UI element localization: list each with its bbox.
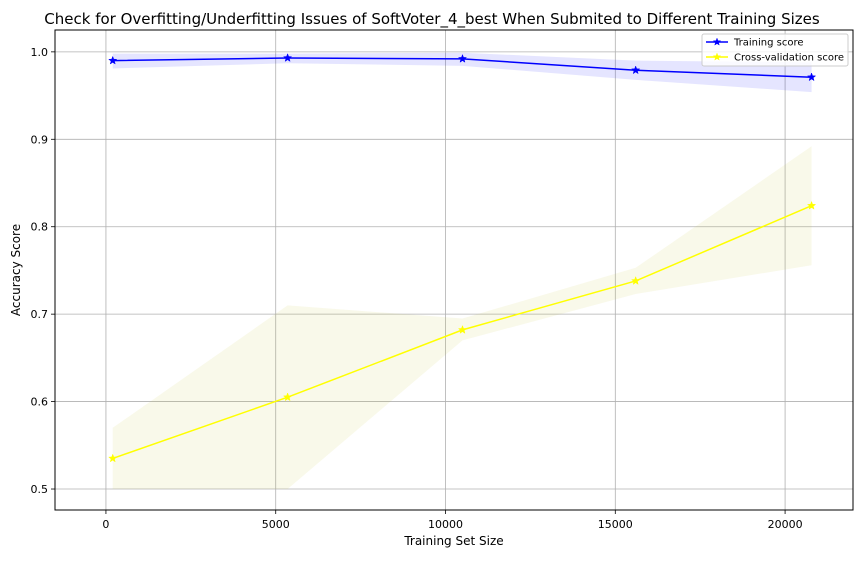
x-axis-ticks: 0 5000 10000 15000 20000 — [102, 510, 803, 531]
series-0-point — [631, 65, 641, 75]
series-0-point — [282, 53, 293, 62]
chart-title: Check for Overfitting/Underfitting Issue… — [44, 10, 820, 29]
legend-swatch-marker — [712, 52, 722, 61]
series-0-point — [108, 55, 118, 65]
series-1-point — [806, 200, 817, 210]
y-axis-label: Accuracy Score — [9, 224, 23, 316]
y-axis-ticks: 0.5 0.6 0.7 0.8 0.9 1.0 — [31, 46, 55, 496]
x-tick-label: 0 — [102, 518, 109, 531]
x-axis-label: Training Set Size — [403, 534, 503, 548]
legend-entry-label: Training score — [733, 38, 804, 49]
series-1-point — [631, 276, 641, 285]
y-tick-label: 1.0 — [31, 46, 49, 59]
y-tick-label: 0.7 — [31, 308, 49, 321]
series-0-band — [112, 52, 812, 93]
legend-swatch-marker — [712, 37, 722, 46]
legend-entry-label: Cross-validation score — [734, 53, 844, 64]
x-tick-label: 20000 — [768, 518, 803, 531]
x-tick-label: 10000 — [428, 518, 463, 531]
plot-frame — [54, 29, 854, 511]
y-tick-label: 0.8 — [31, 221, 49, 234]
plot-area — [55, 30, 853, 510]
x-tick-label: 15000 — [598, 518, 633, 531]
y-tick-label: 0.5 — [31, 483, 49, 496]
y-tick-label: 0.6 — [31, 396, 49, 409]
series-markers — [108, 53, 817, 463]
series-1-point — [457, 324, 468, 334]
legend: Training score Cross-validation score — [701, 33, 849, 67]
grid-lines — [55, 30, 853, 510]
y-tick-label: 0.9 — [31, 133, 49, 146]
series-1-point — [108, 453, 118, 463]
series-0-point — [806, 72, 817, 82]
series-0-point — [457, 53, 468, 63]
confidence-bands — [112, 52, 812, 490]
legend-box — [701, 33, 849, 67]
series-1-point — [282, 392, 293, 402]
x-tick-label: 5000 — [262, 518, 290, 531]
series-1-band — [112, 146, 812, 490]
